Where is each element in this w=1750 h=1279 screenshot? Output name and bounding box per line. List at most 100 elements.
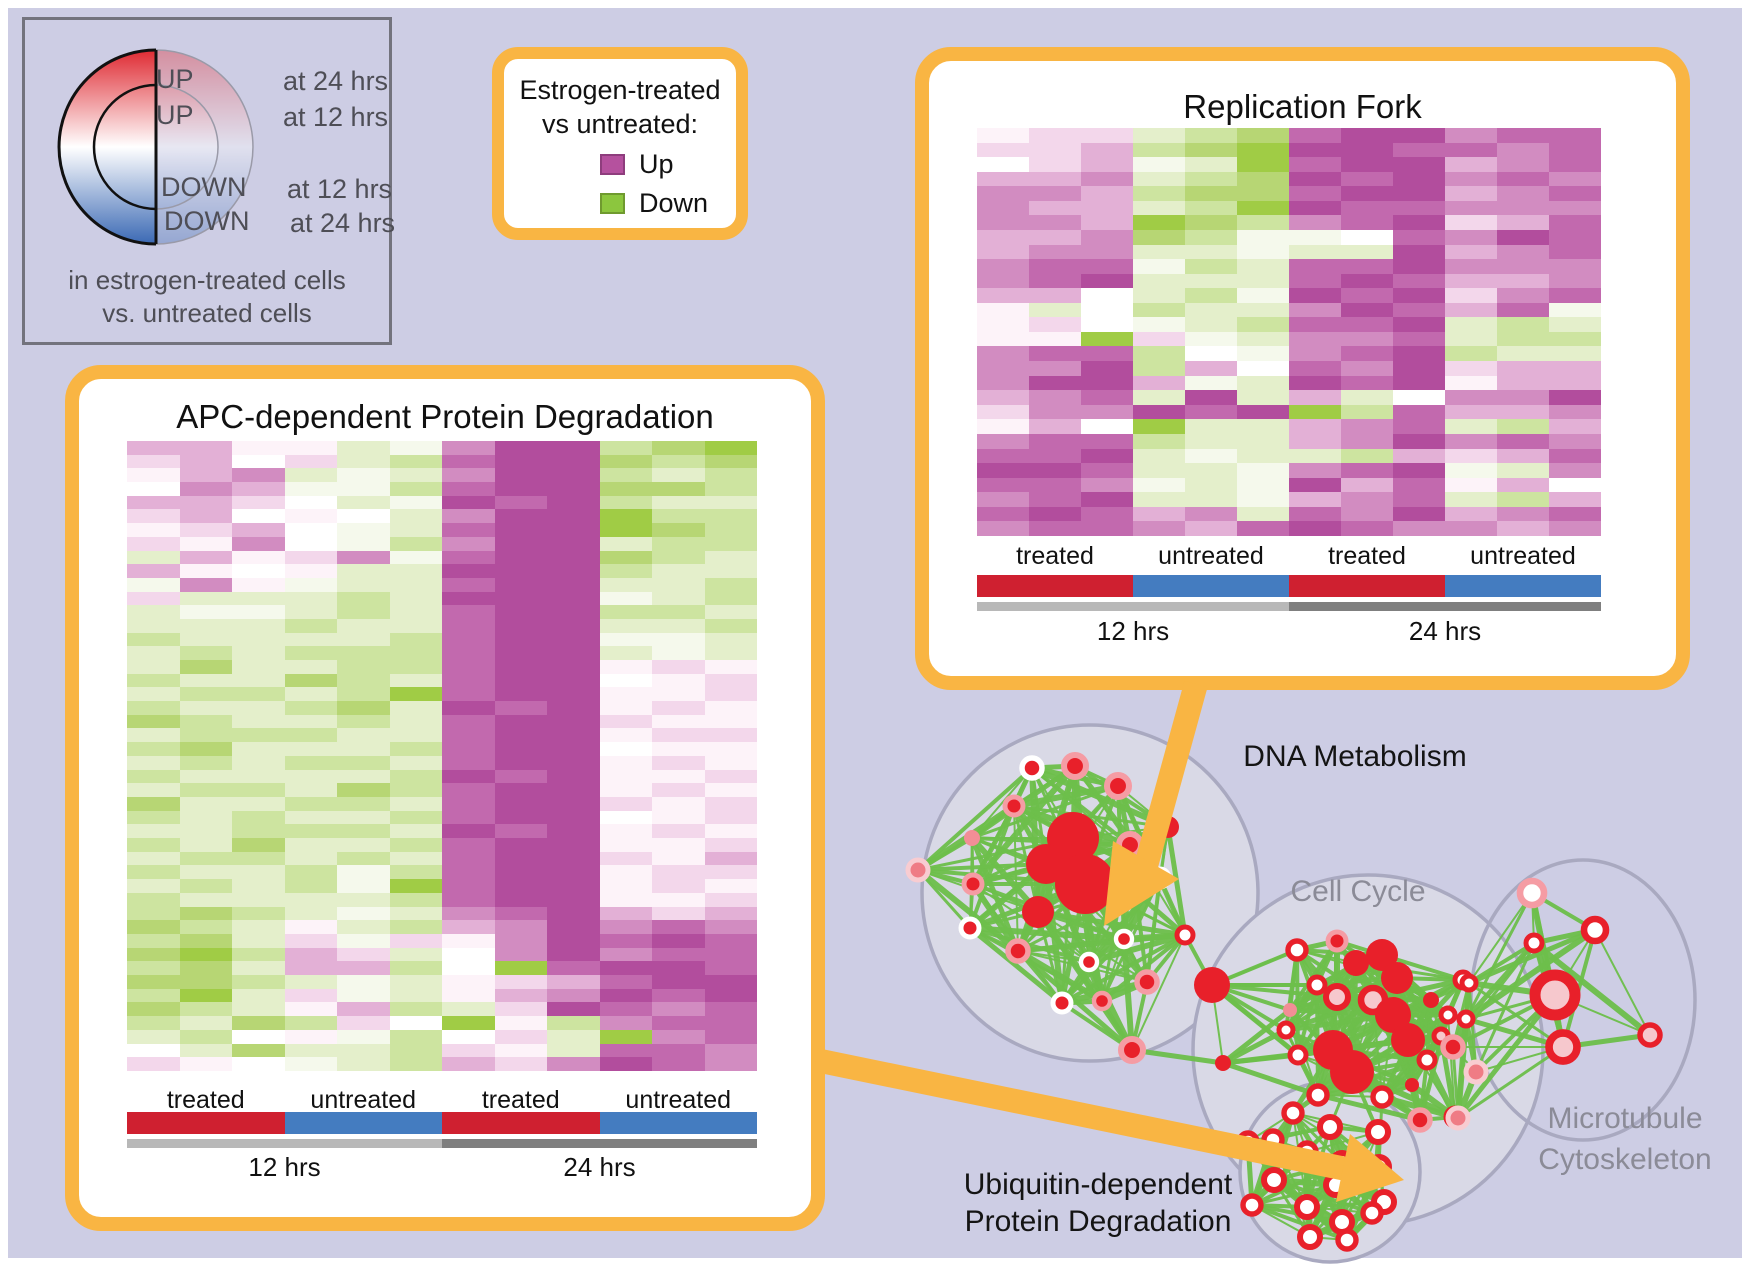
heatmap-cell — [704, 838, 757, 852]
heatmap-cell — [1497, 157, 1549, 172]
heatmap-cell — [337, 605, 390, 619]
network-node-dna — [1050, 991, 1074, 1015]
heatmap-cell — [1289, 302, 1341, 318]
heatmap-cell — [704, 618, 757, 633]
heatmap-cell — [1081, 361, 1133, 376]
heatmap-cell — [1341, 142, 1393, 158]
heatmap-cell — [977, 361, 1029, 376]
heatmap-cell — [284, 920, 337, 934]
heatmap-cell — [389, 769, 442, 784]
heatmap-cell — [547, 509, 600, 524]
heatmap-cell — [127, 605, 180, 619]
heatmap-cell — [179, 454, 232, 469]
heatmap-cell — [232, 605, 285, 619]
heatmap-cell — [442, 714, 495, 729]
heatmap-cell — [599, 605, 652, 619]
apc-heatmap — [127, 441, 757, 1071]
treated-bar — [977, 575, 1133, 597]
heatmap-cell — [977, 521, 1029, 536]
treated-bar — [1289, 575, 1445, 597]
heatmap-cell — [652, 687, 705, 702]
heatmap-cell — [652, 892, 705, 907]
heatmap-cell — [442, 1029, 495, 1044]
heatmap-cell — [127, 1029, 180, 1044]
network-edge — [1121, 936, 1135, 1053]
heatmap-cell — [284, 482, 337, 496]
heatmap-cell — [1497, 492, 1549, 507]
heatmap-cell — [1341, 171, 1393, 187]
heatmap-cell — [389, 605, 442, 619]
heatmap-cell — [1393, 404, 1445, 420]
heatmap-cell — [337, 687, 390, 702]
network-node-mt — [1463, 1059, 1489, 1085]
heatmap-cell — [1237, 288, 1289, 303]
heatmap-cell — [1133, 302, 1185, 318]
heatmap-cell — [337, 495, 390, 510]
heatmap-cell — [599, 879, 652, 893]
heatmap-cell — [1497, 259, 1549, 274]
heatmap-cell — [1289, 419, 1341, 434]
heatmap-cell — [1029, 186, 1081, 201]
heatmap-cell — [232, 947, 285, 962]
heatmap-cell — [599, 550, 652, 565]
heatmap-cell — [1029, 317, 1081, 332]
heatmap-cell — [1133, 259, 1185, 274]
network-node-dna — [958, 916, 982, 940]
heatmap-cell — [1445, 186, 1497, 201]
heatmap-cell — [1289, 171, 1341, 187]
heatmap-cell — [1341, 273, 1393, 289]
heatmap-cell — [1133, 186, 1185, 201]
heatmap-cell — [704, 701, 757, 715]
heatmap-cell — [599, 906, 652, 921]
heatmap-cell — [494, 742, 547, 756]
network-edge — [1467, 941, 1536, 985]
heatmap-cell — [1133, 317, 1185, 332]
network-edge — [1250, 1203, 1349, 1242]
heatmap-cell — [1549, 404, 1601, 420]
heatmap-cell — [547, 632, 600, 647]
heatmap-cell — [704, 865, 757, 880]
heatmap-cell — [1237, 171, 1289, 187]
heatmap-cell — [494, 564, 547, 578]
heatmap-cell — [389, 838, 442, 852]
heatmap-cell — [179, 591, 232, 606]
heatmap-cell — [599, 1057, 652, 1071]
heatmap-cell — [179, 865, 232, 880]
heatmap-cell — [1237, 448, 1289, 464]
heatmap-cell — [1289, 229, 1341, 245]
heatmap-cell — [494, 591, 547, 606]
heatmap-cell — [547, 701, 600, 715]
heatmap-cell — [1081, 302, 1133, 318]
heatmap-cell — [179, 1057, 232, 1071]
heatmap-cell — [127, 468, 180, 483]
heatmap-cell — [1497, 171, 1549, 187]
heatmap-cell — [337, 988, 390, 1003]
heatmap-cell — [1081, 390, 1133, 405]
heatmap-cell — [284, 783, 337, 797]
heatmap-cell — [1445, 128, 1497, 143]
heatmap-cell — [232, 509, 285, 524]
heatmap-cell — [1445, 433, 1497, 449]
heatmap-cell — [232, 523, 285, 537]
heatmap-cell — [547, 646, 600, 660]
heatmap-cell — [179, 482, 232, 496]
heatmap-cell — [284, 509, 337, 524]
heatmap-cell — [1497, 419, 1549, 434]
heatmap-cell — [284, 906, 337, 921]
heatmap-cell — [337, 660, 390, 674]
heatmap-cell — [337, 536, 390, 551]
heatmap-cell — [179, 660, 232, 674]
heatmap-cell — [284, 536, 337, 551]
heatmap-cell — [284, 755, 337, 770]
heatmap-cell — [1185, 186, 1237, 201]
heatmap-cell — [442, 523, 495, 537]
heatmap-cell — [389, 947, 442, 962]
heatmap-cell — [1237, 302, 1289, 318]
heatmap-cell — [389, 933, 442, 948]
network-node-ub — [1261, 1167, 1287, 1193]
heatmap-cell — [232, 879, 285, 893]
heatmap-cell — [1445, 463, 1497, 478]
heatmap-cell — [1445, 448, 1497, 464]
heatmap-cell — [1497, 244, 1549, 260]
heatmap-cell — [1393, 375, 1445, 391]
